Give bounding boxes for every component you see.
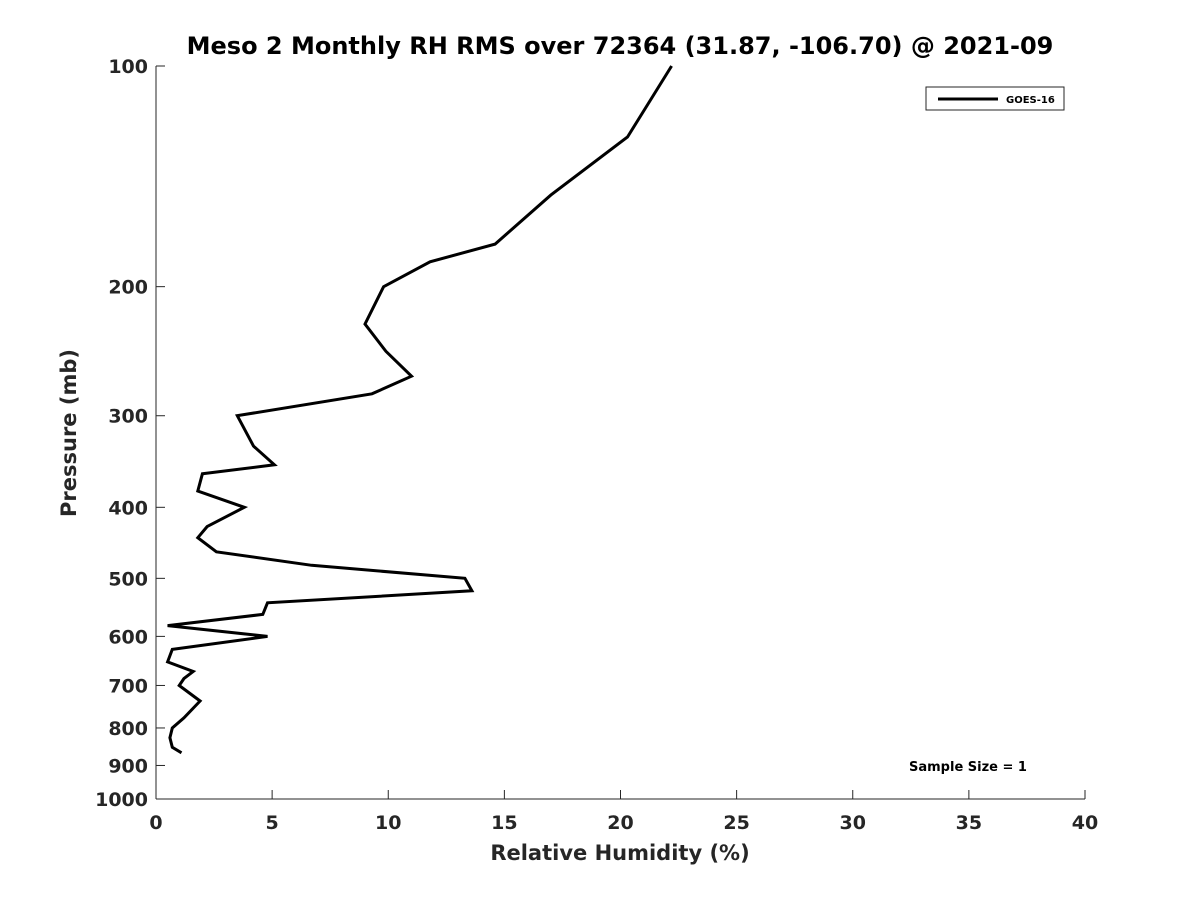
y-tick-label: 400: [108, 497, 148, 519]
y-tick-label: 900: [108, 755, 148, 777]
x-tick-label: 5: [266, 812, 279, 834]
x-axis-ticks: 0 5 10 15 20 25 30 35 40: [149, 790, 1098, 834]
x-tick-label: 35: [956, 812, 982, 834]
x-tick-label: 20: [607, 812, 633, 834]
series-line-goes-16: [165, 65, 673, 755]
sample-size-annotation: Sample Size = 1: [909, 760, 1027, 775]
y-axis-ticks: 100 200 300 400 500 600 700 800 900 1000: [95, 56, 165, 811]
x-tick-label: 30: [840, 812, 866, 834]
y-axis-label: Pressure (mb): [57, 349, 81, 517]
y-tick-label: 800: [108, 718, 148, 740]
axes: [155, 66, 1085, 800]
x-tick-label: 0: [149, 812, 162, 834]
x-tick-label: 10: [375, 812, 401, 834]
series-lines: [165, 65, 673, 755]
y-tick-label: 600: [108, 626, 148, 648]
x-tick-label: 15: [491, 812, 517, 834]
x-axis-label: Relative Humidity (%): [490, 841, 749, 865]
legend-label-goes-16: GOES-16: [1006, 95, 1055, 106]
y-tick-label: 100: [108, 56, 148, 78]
y-tick-label: 500: [108, 568, 148, 590]
y-tick-label: 1000: [95, 789, 148, 811]
x-tick-label: 25: [723, 812, 749, 834]
y-tick-label: 200: [108, 277, 148, 299]
legend: GOES-16: [925, 86, 1065, 111]
y-tick-label: 700: [108, 675, 148, 697]
chart-title: Meso 2 Monthly RH RMS over 72364 (31.87,…: [187, 32, 1054, 60]
x-tick-label: 40: [1072, 812, 1098, 834]
y-tick-label: 300: [108, 406, 148, 428]
